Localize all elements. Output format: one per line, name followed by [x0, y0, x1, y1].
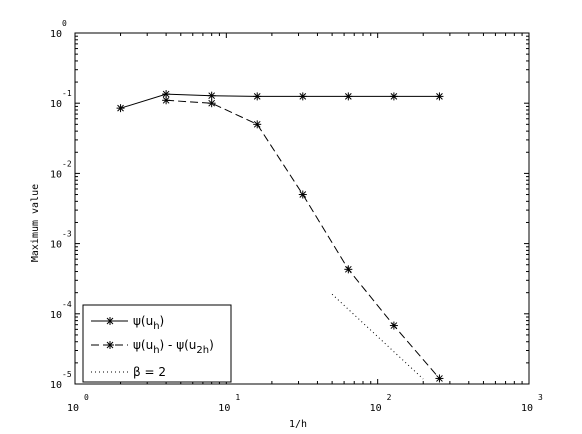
- data-point: [207, 91, 216, 100]
- x-tick-label: 10: [370, 403, 382, 414]
- data-point: [162, 96, 171, 105]
- series-2: [162, 96, 444, 383]
- data-point: [389, 92, 398, 101]
- legend-text-part: β = 2: [133, 365, 166, 379]
- x-axis: 10 0 10 1 10 2 10 3: [67, 33, 543, 414]
- series-layer: [116, 90, 444, 383]
- series-line: [331, 293, 424, 380]
- data-point: [435, 374, 444, 383]
- legend-subscript: 2h: [196, 345, 209, 356]
- marker-stroke: [390, 93, 398, 100]
- plot-area: [74, 32, 530, 385]
- legend-text-part: ): [160, 314, 165, 328]
- legend-label-3: β = 2: [133, 365, 166, 379]
- marker-stroke: [390, 322, 398, 329]
- x-tick-exponent: 0: [84, 393, 89, 402]
- marker-stroke: [208, 99, 216, 107]
- data-point: [207, 99, 216, 108]
- legend: ψ(uh)ψ(uh) - ψ(u2h)β = 2: [82, 304, 232, 383]
- plot-frame: [74, 32, 530, 385]
- marker-stroke: [162, 96, 170, 104]
- marker-stroke: [436, 93, 443, 100]
- legend-label-2: ψ(uh) - ψ(u2h): [133, 338, 214, 356]
- marker-stroke: [344, 265, 352, 273]
- data-point: [298, 92, 307, 101]
- marker-stroke: [299, 191, 307, 198]
- series-3: [331, 293, 424, 380]
- x-tick-label: 10: [521, 403, 533, 414]
- data-point: [435, 92, 444, 101]
- marker-stroke: [106, 317, 114, 325]
- marker-stroke: [106, 341, 114, 349]
- legend-marker-2: [106, 341, 114, 349]
- x-tick-exponent: 2: [387, 393, 392, 402]
- marker-stroke: [253, 93, 261, 100]
- series-1: [116, 90, 444, 113]
- data-point: [389, 321, 398, 330]
- y-tick-label: 10: [50, 380, 62, 391]
- legend-marker-1: [106, 317, 114, 325]
- y-axis-label: Maximum value: [30, 184, 41, 262]
- marker-stroke: [299, 93, 307, 100]
- y-tick-label: 10: [50, 169, 62, 180]
- y-tick-label: 10: [50, 240, 62, 251]
- legend-text-part: ψ(u: [133, 338, 153, 352]
- data-point: [344, 265, 353, 274]
- x-tick-label: 10: [218, 403, 230, 414]
- marker-stroke: [208, 92, 216, 100]
- series-line: [120, 93, 440, 109]
- data-point: [298, 190, 307, 199]
- y-tick-exponent: -4: [62, 300, 72, 309]
- marker-stroke: [162, 90, 170, 98]
- data-point: [253, 92, 262, 101]
- legend-label-1: ψ(uh): [133, 314, 164, 332]
- legend-text-part: ψ(u: [133, 314, 153, 328]
- y-tick-label: 10: [50, 29, 62, 40]
- legend-text-part: ) - ψ(u: [160, 338, 197, 352]
- marker-stroke: [117, 104, 124, 112]
- y-tick-exponent: -1: [62, 89, 72, 98]
- y-tick-label: 10: [50, 310, 62, 321]
- marker-stroke: [436, 375, 443, 382]
- y-tick-label: 10: [50, 99, 62, 110]
- legend-text-part: ): [209, 338, 214, 352]
- legend-box: [82, 304, 232, 383]
- marker-stroke: [344, 93, 352, 100]
- x-tick-exponent: 3: [538, 393, 543, 402]
- data-point: [253, 120, 262, 129]
- x-tick-exponent: 1: [235, 393, 240, 402]
- x-tick-label: 10: [67, 403, 79, 414]
- y-tick-exponent: -5: [62, 370, 72, 379]
- y-tick-exponent: -2: [62, 159, 72, 168]
- marker-stroke: [253, 120, 261, 128]
- y-tick-exponent: 0: [62, 19, 67, 28]
- legend-subscript: h: [153, 345, 159, 356]
- data-point: [116, 104, 125, 113]
- legend-subscript: h: [153, 321, 159, 332]
- x-axis-label: 1/h: [289, 419, 307, 430]
- data-point: [344, 92, 353, 101]
- y-tick-exponent: -3: [62, 230, 72, 239]
